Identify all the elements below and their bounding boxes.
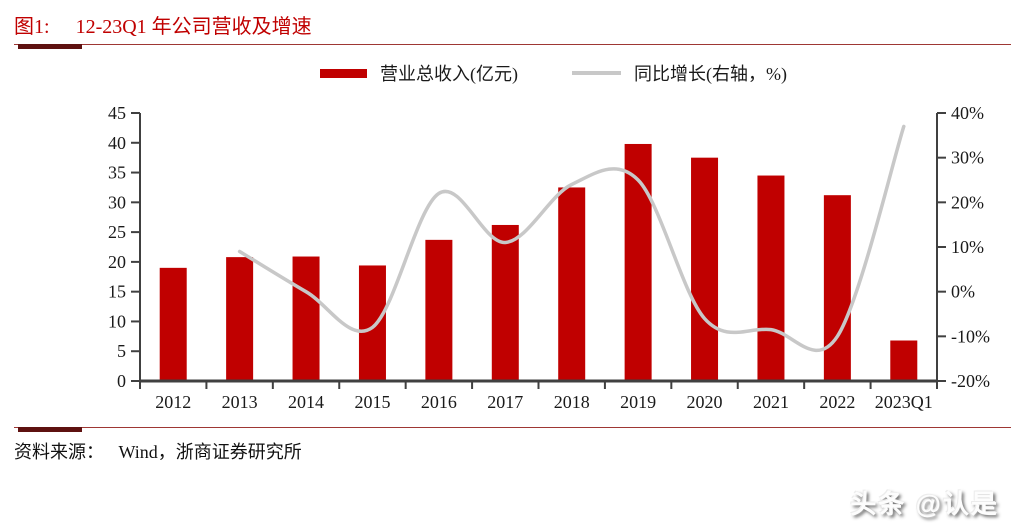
left-axis-label: 20 bbox=[108, 252, 126, 272]
bar-2017 bbox=[491, 224, 519, 381]
right-axis-label: 10% bbox=[951, 237, 984, 257]
chart-legend: 营业总收入(亿元) 同比增长(右轴，%) bbox=[0, 60, 1015, 86]
x-axis-label: 2014 bbox=[288, 392, 324, 412]
figure-title: 12-23Q1 年公司营收及增速 bbox=[75, 16, 312, 38]
x-axis-label: 2017 bbox=[487, 392, 523, 412]
x-axis-label: 2021 bbox=[753, 392, 789, 412]
x-axis-label: 2013 bbox=[222, 392, 258, 412]
figure-number: 图1: bbox=[14, 16, 50, 38]
bar-2012 bbox=[159, 267, 187, 381]
title-divider-accent bbox=[18, 44, 82, 49]
right-axis-label: 40% bbox=[951, 103, 984, 123]
legend-item-revenue: 营业总收入(亿元) bbox=[320, 60, 518, 86]
x-axis-label: 2020 bbox=[687, 392, 723, 412]
left-axis-label: 45 bbox=[108, 103, 126, 123]
x-axis-label: 2018 bbox=[554, 392, 590, 412]
legend-item-growth: 同比增长(右轴，%) bbox=[572, 60, 787, 86]
left-axis-label: 15 bbox=[108, 282, 126, 302]
right-axis-label: 0% bbox=[951, 282, 975, 302]
left-axis-label: 0 bbox=[117, 371, 126, 391]
source-row: 资料来源： Wind，浙商证券研究所 bbox=[14, 438, 302, 464]
left-axis-label: 5 bbox=[117, 341, 126, 361]
bar-2018 bbox=[558, 187, 586, 381]
x-axis-label: 2016 bbox=[421, 392, 457, 412]
bar-2013 bbox=[226, 257, 254, 381]
left-axis-label: 30 bbox=[108, 192, 126, 212]
legend-label-revenue: 营业总收入(亿元) bbox=[380, 64, 518, 84]
right-axis-label: 20% bbox=[951, 192, 984, 212]
right-axis-label: -20% bbox=[951, 371, 990, 391]
x-axis-label: 2023Q1 bbox=[875, 392, 933, 412]
growth-line bbox=[237, 124, 906, 352]
right-axis-label: -10% bbox=[951, 326, 990, 346]
title-divider bbox=[14, 44, 1011, 49]
x-axis-label: 2022 bbox=[819, 392, 855, 412]
source-divider bbox=[14, 427, 1011, 432]
legend-label-growth: 同比增长(右轴，%) bbox=[634, 64, 787, 84]
bar-2016 bbox=[425, 239, 453, 381]
left-axis-label: 10 bbox=[108, 311, 126, 331]
bar-2014 bbox=[292, 256, 320, 381]
bar-series-swatch-icon bbox=[320, 68, 367, 78]
line-series-swatch-icon bbox=[572, 71, 621, 75]
bar-2022 bbox=[823, 195, 851, 381]
source-divider-accent bbox=[18, 427, 82, 432]
right-axis-label: 30% bbox=[951, 148, 984, 168]
source-text: Wind，浙商证券研究所 bbox=[118, 442, 302, 462]
bar-2019 bbox=[624, 143, 652, 381]
source-label: 资料来源： bbox=[14, 442, 104, 462]
x-axis-label: 2015 bbox=[354, 392, 390, 412]
bar-2015 bbox=[358, 265, 386, 381]
bar-2023Q1 bbox=[890, 340, 918, 381]
left-axis-label: 35 bbox=[108, 163, 126, 183]
figure-header: 图1: 12-23Q1 年公司营收及增速 bbox=[14, 10, 312, 39]
left-axis-label: 40 bbox=[108, 133, 126, 153]
x-axis-label: 2012 bbox=[155, 392, 191, 412]
watermark: 头条 @认是 bbox=[850, 489, 999, 519]
x-axis-label: 2019 bbox=[620, 392, 656, 412]
bar-2021 bbox=[757, 175, 785, 381]
left-axis-label: 25 bbox=[108, 222, 126, 242]
bar-2020 bbox=[691, 157, 719, 381]
